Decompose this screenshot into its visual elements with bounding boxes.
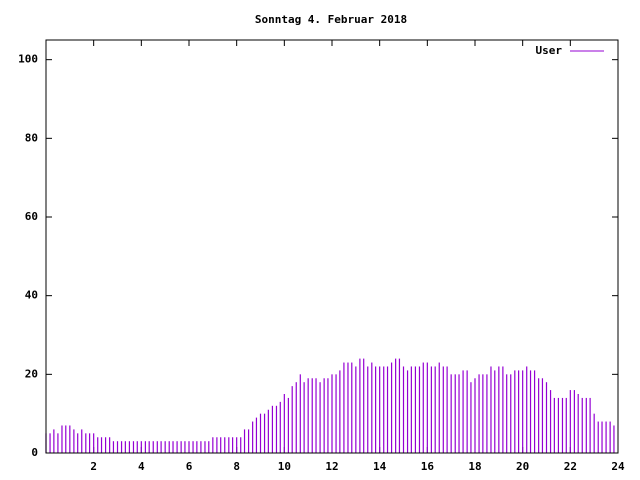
x-tick-label: 22	[564, 460, 577, 473]
x-tick-label: 4	[138, 460, 145, 473]
x-tick-label: 6	[186, 460, 193, 473]
y-tick-label: 20	[25, 367, 38, 380]
y-tick-label: 40	[25, 289, 38, 302]
plot-frame	[45, 39, 619, 454]
x-tick-label: 10	[278, 460, 291, 473]
x-tick-label: 24	[611, 460, 625, 473]
x-tick-label: 14	[373, 460, 387, 473]
x-tick-label: 8	[233, 460, 240, 473]
y-tick-label: 60	[25, 210, 38, 223]
legend-label: User	[536, 44, 563, 57]
x-tick-label: 16	[421, 460, 435, 473]
x-tick-label: 20	[516, 460, 529, 473]
x-tick-label: 18	[468, 460, 481, 473]
x-tick-label: 2	[90, 460, 97, 473]
chart-title: Sonntag 4. Februar 2018	[255, 13, 407, 26]
y-tick-label: 100	[18, 53, 38, 66]
x-tick-label: 12	[325, 460, 338, 473]
y-tick-label: 0	[31, 446, 38, 459]
y-tick-label: 80	[25, 131, 38, 144]
